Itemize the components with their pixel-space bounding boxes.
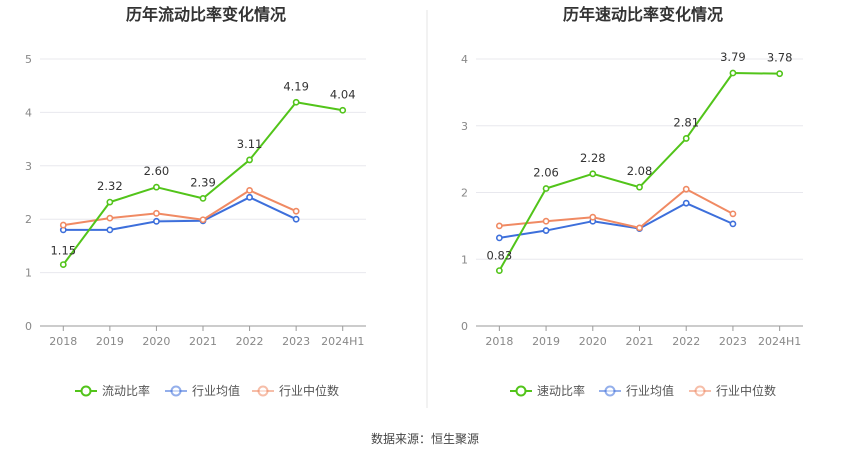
x-tick-label: 2022 — [236, 335, 264, 348]
data-point — [153, 217, 160, 225]
x-tick-label: 2018 — [49, 335, 77, 348]
data-label: 1.15 — [50, 244, 76, 258]
data-label: 4.04 — [330, 87, 356, 101]
x-tick-label: 2020 — [579, 335, 607, 348]
data-point — [339, 106, 347, 114]
y-tick-label: 2 — [461, 187, 468, 200]
legend-marker-icon — [80, 385, 92, 397]
y-tick-label: 2 — [25, 213, 32, 226]
legend-label: 行业中位数 — [716, 383, 776, 398]
data-label: 2.39 — [190, 175, 216, 189]
data-point — [292, 207, 300, 215]
data-point — [292, 215, 300, 223]
data-point — [153, 183, 160, 191]
y-tick-label: 1 — [461, 253, 468, 266]
data-point — [776, 70, 784, 78]
quick-ratio-chart: 历年速动比率变化情况 0 1 2 3 4 2018 2019 2020 2021 2022 2023 2… — [461, 5, 803, 398]
data-source: 数据来源：恒生聚源 — [371, 431, 479, 446]
y-tick-label: 3 — [25, 160, 32, 173]
data-point — [682, 135, 690, 142]
current-ratio-chart: 历年流动比率变化情况 0 1 2 3 4 5 2018 2019 2020 2021 2022 2023… — [25, 5, 366, 398]
data-point — [542, 227, 550, 234]
x-tick-label: 2023 — [282, 335, 310, 348]
data-point — [636, 183, 643, 191]
x-tick-label: 2020 — [142, 335, 170, 348]
data-label: 2.32 — [97, 179, 123, 193]
x-tick-label: 2022 — [672, 335, 700, 348]
legend-label: 速动比率 — [537, 383, 585, 398]
data-point — [495, 222, 503, 230]
data-point — [495, 267, 503, 274]
series-line — [63, 196, 297, 231]
x-tick-label: 2021 — [626, 335, 654, 348]
legend-label: 行业均值 — [192, 383, 240, 398]
y-tick-label: 3 — [461, 120, 468, 133]
x-tick-label: 2019 — [532, 335, 560, 348]
legend-marker-icon — [257, 385, 269, 397]
data-point — [682, 185, 690, 193]
data-label: 4.19 — [283, 79, 309, 93]
data-label: 3.79 — [720, 50, 746, 64]
y-tick-label: 0 — [461, 320, 468, 333]
data-point — [153, 209, 160, 217]
legend-label: 行业均值 — [626, 383, 674, 398]
legend-marker-icon — [515, 385, 527, 397]
y-tick-label: 0 — [25, 320, 32, 333]
chart-title: 历年速动比率变化情况 — [563, 5, 723, 24]
data-point — [542, 217, 550, 225]
y-tick-label: 4 — [461, 53, 468, 66]
data-point — [729, 210, 737, 218]
data-point — [246, 186, 253, 194]
series-line — [499, 188, 734, 229]
data-label: 3.78 — [767, 51, 793, 65]
data-label: 2.28 — [580, 151, 606, 165]
x-tick-label: 2023 — [719, 335, 747, 348]
legend-label: 行业中位数 — [279, 383, 339, 398]
x-tick-label: 2019 — [96, 335, 124, 348]
legend-label: 流动比率 — [102, 383, 150, 398]
legend-marker-icon — [694, 385, 706, 397]
x-tick-label: 2021 — [189, 335, 217, 348]
legend-marker-icon — [170, 385, 182, 397]
data-label: 2.06 — [533, 165, 559, 179]
data-point — [199, 194, 207, 202]
data-point — [729, 69, 737, 77]
x-tick-label: 2024H1 — [758, 335, 801, 348]
data-point — [199, 216, 207, 224]
data-label: 3.11 — [237, 137, 263, 151]
data-point — [246, 156, 253, 164]
data-label: 2.81 — [673, 115, 699, 129]
data-point — [59, 261, 67, 268]
data-point — [729, 220, 737, 228]
data-point — [589, 213, 597, 221]
chart-title: 历年流动比率变化情况 — [126, 5, 286, 24]
data-point — [682, 199, 690, 207]
data-point — [106, 214, 114, 222]
data-point — [589, 170, 597, 178]
data-label: 0.83 — [487, 249, 513, 263]
data-point — [542, 185, 550, 192]
y-tick-label: 5 — [25, 53, 32, 66]
data-point — [59, 221, 67, 229]
y-tick-label: 4 — [25, 106, 32, 119]
data-point — [106, 226, 114, 234]
series-line — [63, 189, 297, 227]
data-point — [495, 234, 503, 242]
x-tick-label: 2024H1 — [321, 335, 364, 348]
series-line — [499, 202, 734, 239]
data-label: 2.60 — [144, 164, 170, 178]
x-tick-label: 2018 — [485, 335, 513, 348]
data-point — [292, 98, 300, 106]
y-tick-label: 1 — [25, 267, 32, 280]
data-point — [106, 198, 114, 206]
data-point — [636, 224, 643, 232]
legend-marker-icon — [604, 385, 616, 397]
data-point — [246, 193, 253, 201]
data-label: 2.08 — [627, 164, 653, 178]
